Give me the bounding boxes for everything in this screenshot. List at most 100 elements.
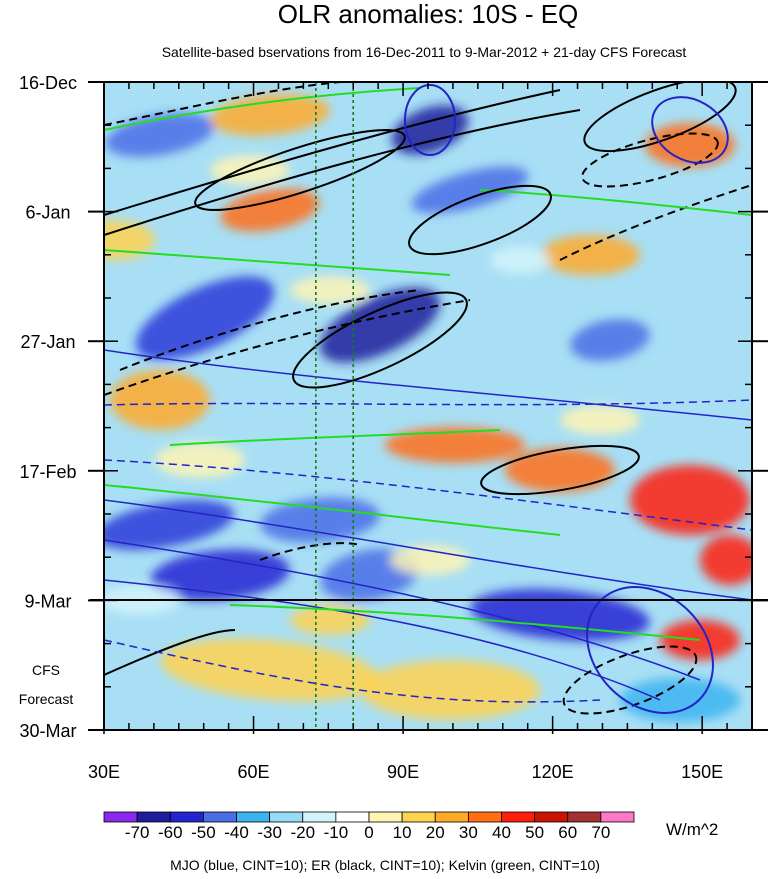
colorbar-label: -60 <box>158 823 183 842</box>
colorbar-units: W/m^2 <box>666 820 718 839</box>
wave-filter-contours <box>104 82 752 715</box>
y-tick-label: 6-Jan <box>25 203 70 223</box>
contour-line <box>104 89 561 216</box>
anomaly-patch <box>411 166 529 214</box>
forecast-label-line2: Forecast <box>19 691 74 707</box>
contour-loop <box>581 132 719 188</box>
y-tick-label: 16-Dec <box>19 73 77 93</box>
anomaly-patch <box>155 442 245 478</box>
y-tick-label: 9-Mar <box>24 591 71 611</box>
x-tick-label: 150E <box>681 762 723 782</box>
anomaly-patch <box>490 246 550 274</box>
contour-line <box>104 249 451 276</box>
anomaly-patch <box>160 638 380 702</box>
anomaly-patch <box>570 319 650 361</box>
x-tick-label: 30E <box>88 762 120 782</box>
colorbar-label: -30 <box>257 823 282 842</box>
anomaly-patch <box>360 660 540 720</box>
anomaly-patch <box>110 370 210 430</box>
anomaly-patch <box>470 588 650 642</box>
x-tick-label: 60E <box>238 762 270 782</box>
colorbar-label: -50 <box>191 823 216 842</box>
anomaly-patch <box>390 545 470 575</box>
contour-line <box>104 639 601 703</box>
colorbar-swatch <box>202 811 237 823</box>
colorbar-swatch <box>567 811 602 823</box>
contour-line <box>104 82 341 126</box>
colorbar-label: 10 <box>393 823 412 842</box>
contour-loop <box>480 444 640 496</box>
colorbar-swatch <box>169 811 204 823</box>
anomaly-patch <box>540 235 640 275</box>
contour-line <box>104 109 581 236</box>
contour-line <box>104 349 752 421</box>
colorbar-label: 20 <box>426 823 445 842</box>
anomaly-patch <box>290 276 370 304</box>
contour-line <box>104 87 421 131</box>
contour-line <box>104 539 701 681</box>
contour-line <box>104 579 661 701</box>
contour-line <box>119 289 421 371</box>
contour-line <box>104 459 752 531</box>
y-tick-label: 30-Mar <box>19 721 76 741</box>
colorbar: -70 -60 -50 -40 -30 -20 -10 0 10 20 30 40 50 60 70 <box>103 811 635 842</box>
anomaly-patch <box>560 405 640 435</box>
anomaly-patch <box>210 94 330 136</box>
x-axis: 30E 60E 90E 120E 150E <box>88 82 753 782</box>
contour-loop <box>404 84 456 156</box>
contour-loop <box>408 184 552 256</box>
colorbar-swatch <box>467 811 502 823</box>
contour-line <box>104 299 471 396</box>
colorbar-swatch <box>103 811 138 823</box>
contour-line <box>259 542 361 561</box>
chart-subtitle: Satellite-based bservations from 16-Dec-… <box>162 44 687 60</box>
anomaly-patch <box>220 188 320 232</box>
colorbar-label: 0 <box>364 823 373 842</box>
colorbar-label: 70 <box>591 823 610 842</box>
contour-loop <box>583 82 737 153</box>
contour-loop <box>651 96 729 164</box>
anomaly-patch <box>104 220 155 260</box>
colorbar-swatch <box>269 811 304 823</box>
colorbar-label: -20 <box>290 823 315 842</box>
anomaly-patch <box>385 427 525 463</box>
forecast-label-line1: CFS <box>32 662 60 678</box>
contour-loop <box>194 129 406 211</box>
colorbar-label: 60 <box>558 823 577 842</box>
colorbar-swatch <box>600 811 635 823</box>
anomaly-patch <box>700 535 752 585</box>
y-axis: 16-Dec 6-Jan 27-Jan 17-Feb 9-Mar 30-Mar <box>19 73 768 741</box>
contour-line <box>169 429 501 446</box>
anomaly-patch <box>319 287 441 363</box>
anomaly-patch <box>150 549 290 601</box>
contour-legend-footer: MJO (blue, CINT=10); ER (black, CINT=10)… <box>170 857 600 873</box>
contour-loop <box>292 291 468 389</box>
contour-line <box>104 399 752 406</box>
anomaly-patch <box>260 497 380 543</box>
anomaly-patch <box>210 155 290 185</box>
anomaly-patch <box>135 276 275 360</box>
y-tick-label: 27-Jan <box>20 332 75 352</box>
colorbar-swatch <box>335 811 370 823</box>
contour-line <box>229 604 701 641</box>
heatmap-field <box>104 82 752 730</box>
colorbar-swatch <box>401 811 436 823</box>
anomaly-patch <box>620 678 740 722</box>
contour-line <box>104 629 236 676</box>
contour-line <box>104 484 561 536</box>
anomaly-patch <box>104 500 235 550</box>
colorbar-label: 50 <box>525 823 544 842</box>
colorbar-swatch <box>501 811 536 823</box>
colorbar-label: -70 <box>125 823 150 842</box>
anomaly-patch <box>645 123 735 167</box>
colorbar-swatch <box>302 811 337 823</box>
colorbar-swatch <box>534 811 569 823</box>
contour-loop <box>562 645 698 715</box>
anomaly-patch <box>505 448 615 492</box>
contour-line <box>479 189 752 216</box>
chart-title: OLR anomalies: 10S - EQ <box>278 0 579 29</box>
x-tick-label: 90E <box>387 762 419 782</box>
anomaly-patch <box>630 465 750 535</box>
colorbar-swatch <box>368 811 403 823</box>
